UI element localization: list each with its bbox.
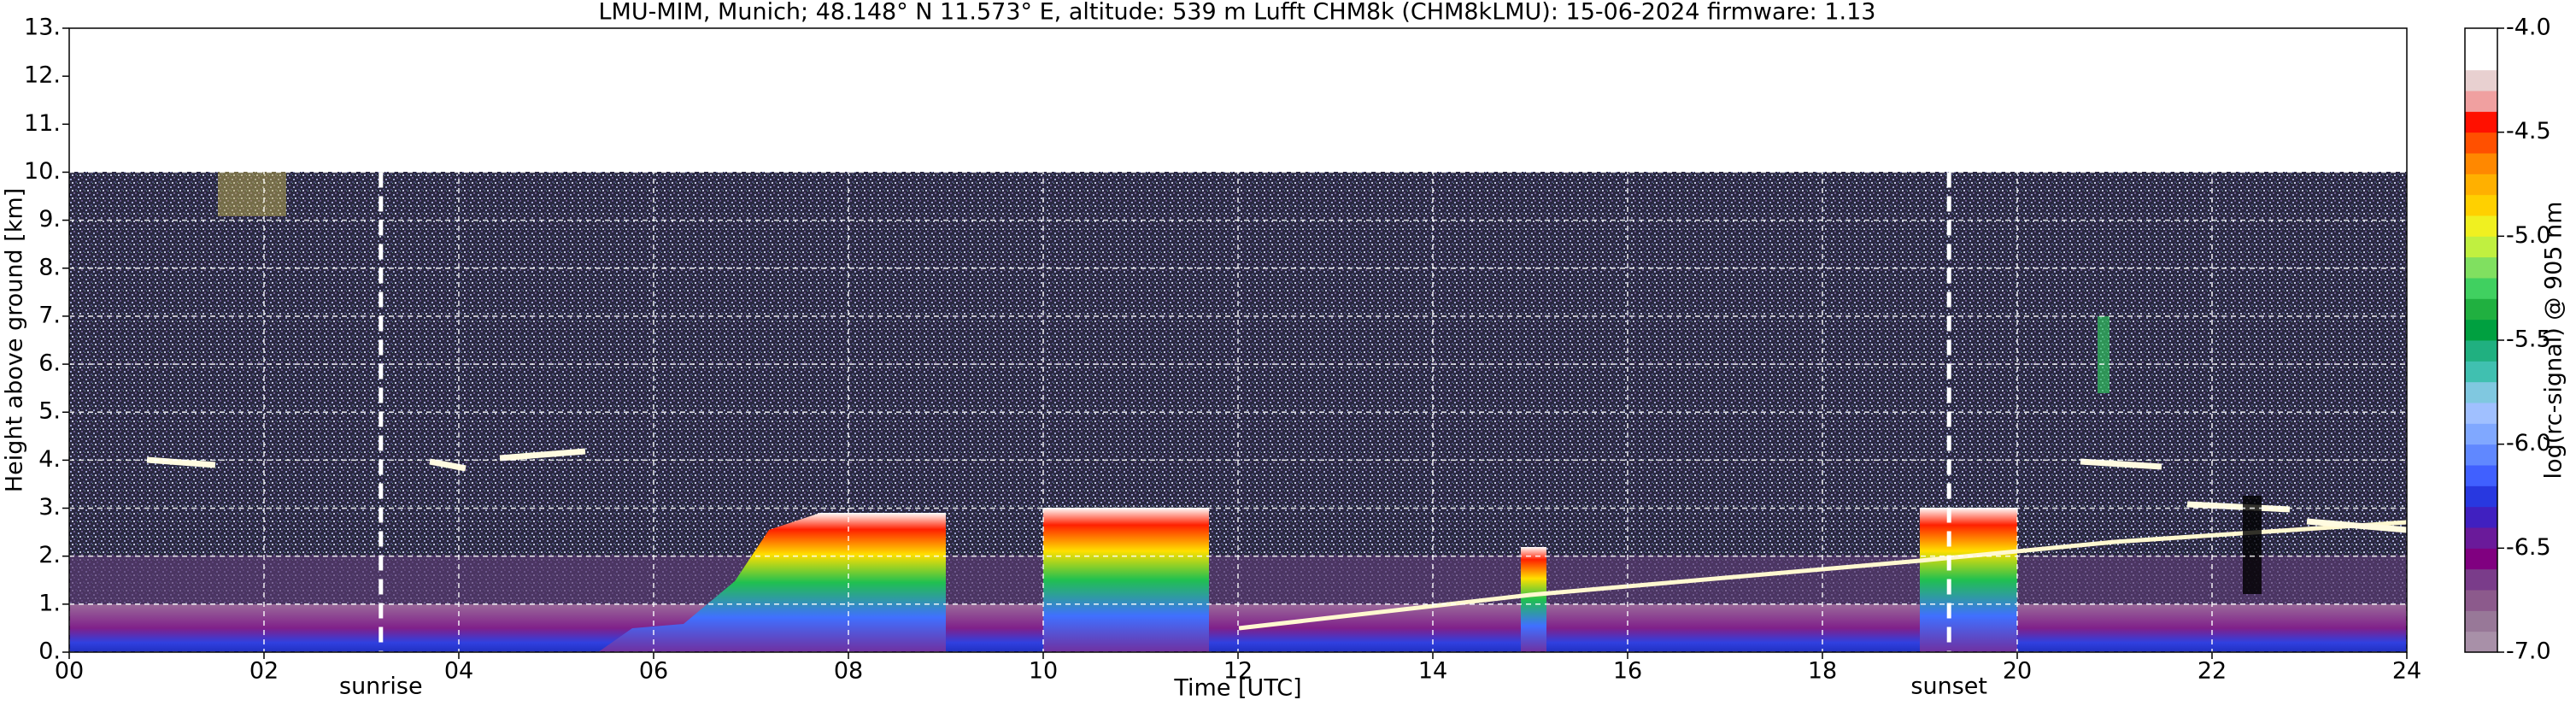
x-tick-label: 04 <box>444 658 473 685</box>
cirrus <box>218 172 286 216</box>
x-tick-label: 02 <box>249 658 279 685</box>
cloud <box>1521 547 1546 652</box>
colorbar-tick-label: -6.5 <box>2506 534 2551 561</box>
colorbar-segment <box>2465 381 2497 403</box>
y-tick-label: 7. <box>38 302 61 328</box>
annotation-label: sunrise <box>339 674 423 700</box>
y-tick-label: 4. <box>38 446 61 473</box>
x-axis-label: Time [UTC] <box>1173 675 1301 702</box>
y-tick-label: 3. <box>38 494 61 521</box>
colorbar-segment <box>2465 132 2497 154</box>
x-tick-label: 20 <box>2003 658 2032 685</box>
colorbar-segment <box>2465 610 2497 632</box>
y-tick-label: 13. <box>24 15 61 41</box>
x-tick-label: 12 <box>1223 658 1253 685</box>
cirrus <box>2098 316 2110 393</box>
colorbar-segment <box>2465 631 2497 653</box>
colorbar-tick-label: -5.0 <box>2506 222 2551 249</box>
colorbar-segment <box>2465 298 2497 321</box>
colorbar-segment <box>2465 506 2497 528</box>
colorbar-segment <box>2465 465 2497 486</box>
colorbar-segment <box>2465 423 2497 445</box>
colorbar-segment <box>2465 527 2497 549</box>
chart-title: LMU-MIM, Munich; 48.148° N 11.573° E, al… <box>599 0 1876 26</box>
colorbar-segment <box>2465 153 2497 174</box>
cloud <box>1920 508 2017 652</box>
colorbar-segment <box>2465 361 2497 383</box>
colorbar-segment <box>2465 278 2497 299</box>
colorbar-tick-label: -4.5 <box>2506 118 2551 144</box>
colorbar-segment <box>2465 590 2497 611</box>
colorbar-label: log(rc-signal) @ 905 nm <box>2541 202 2567 479</box>
y-tick-label: 2. <box>38 542 61 568</box>
cloud <box>1043 508 1209 652</box>
colorbar-tick-label: -5.5 <box>2506 327 2551 353</box>
axes: 00 02 04 06 08 10 12 14 16 18 20 22 24 0. 1. 2. 3. 4. 5. 6.… <box>24 15 2551 700</box>
y-tick-label: 8. <box>38 254 61 280</box>
colorbar-segment <box>2465 69 2497 91</box>
colorbar-segment <box>2465 485 2497 508</box>
x-tick-label: 08 <box>834 658 863 685</box>
x-tick-label: 00 <box>55 658 84 685</box>
x-tick-label: 16 <box>1613 658 1642 685</box>
x-tick-label: 22 <box>2198 658 2227 685</box>
y-tick-label: 1. <box>38 590 61 616</box>
colorbar-segment <box>2465 340 2497 362</box>
y-tick-label: 6. <box>38 350 61 377</box>
plot-frame <box>68 27 2408 653</box>
colorbar-segment <box>2465 111 2497 133</box>
x-tick-label: 14 <box>1418 658 1447 685</box>
colorbar-segment <box>2465 49 2497 71</box>
y-tick-label: 5. <box>38 398 61 425</box>
y-tick-label: 10. <box>24 158 61 185</box>
annotation-label: sunset <box>1910 674 1987 700</box>
colorbar-segment <box>2465 236 2497 258</box>
colorbar-segment <box>2465 194 2497 216</box>
y-tick-label: 12. <box>24 62 61 89</box>
colorbar-segment <box>2465 319 2497 341</box>
cloud-layer <box>146 448 2408 533</box>
colorbar-segment <box>2465 548 2497 570</box>
colorbar-segment <box>2465 28 2497 50</box>
colorbar-segment <box>2465 215 2497 237</box>
colorbar-segment <box>2465 91 2497 112</box>
colorbar-tick-label: -7.0 <box>2506 638 2551 665</box>
x-tick-label: 18 <box>1808 658 1837 685</box>
gap <box>2243 496 2262 594</box>
x-tick-label: 10 <box>1029 658 1058 685</box>
colorbar-segment <box>2465 256 2497 279</box>
x-tick-label: 06 <box>639 658 668 685</box>
colorbar-tick-label: -6.0 <box>2506 430 2551 456</box>
cloud <box>598 513 946 652</box>
y-tick-label: 11. <box>24 110 61 137</box>
y-tick-label: 9. <box>38 206 61 232</box>
x-tick-label: 24 <box>2392 658 2421 685</box>
colorbar-segment <box>2465 568 2497 591</box>
y-axis-label: Height above ground [km] <box>2 188 28 492</box>
colorbar-segment <box>2465 174 2497 196</box>
y-tick-label: 0. <box>38 638 61 665</box>
colorbar-segment <box>2465 444 2497 466</box>
colorbar-tick-label: -4.0 <box>2506 15 2551 41</box>
colorbar-segment <box>2465 403 2497 424</box>
